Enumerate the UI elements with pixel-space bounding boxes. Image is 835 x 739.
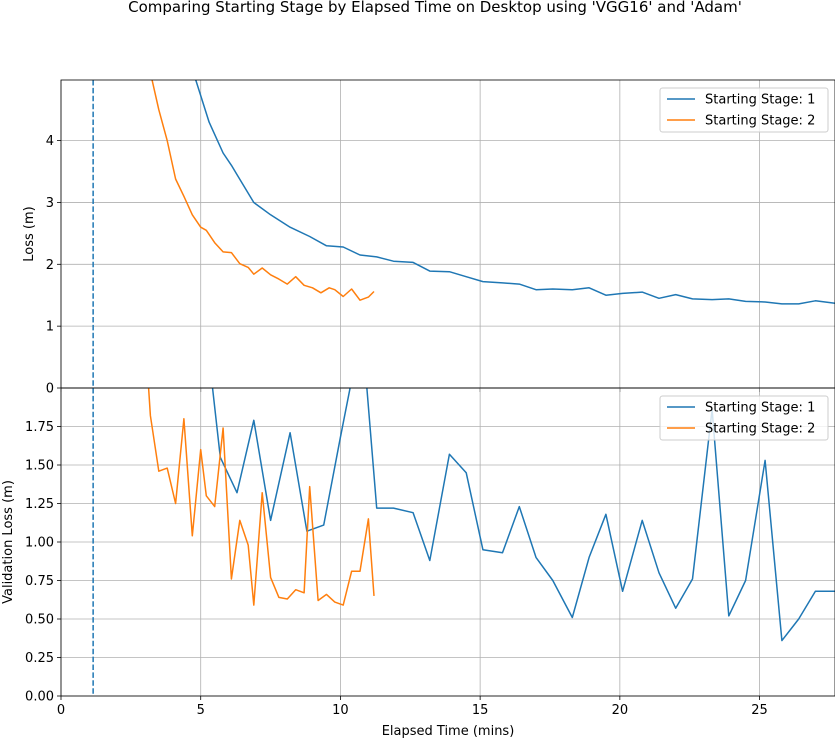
x-tick-label: 25 <box>751 703 768 718</box>
x-tick-label: 20 <box>612 703 629 718</box>
y-tick-label: 1.25 <box>25 497 54 512</box>
x-tick-label: 15 <box>472 703 489 718</box>
y-tick-label: 4 <box>46 134 54 149</box>
y-tick-label: 0 <box>46 382 54 397</box>
chart-title: Comparing Starting Stage by Elapsed Time… <box>128 0 742 16</box>
y-tick-label: 1 <box>46 320 54 335</box>
y-tick-label: 3 <box>46 196 54 211</box>
y-tick-label: 0.50 <box>25 613 54 628</box>
y-tick-label: 0.25 <box>25 651 54 666</box>
legend-frame <box>659 395 829 441</box>
y-tick-label: 0.75 <box>25 574 54 589</box>
legend: Starting Stage: 1 Starting Stage: 2 <box>659 87 829 133</box>
legend-frame <box>659 87 829 133</box>
series-line-stage-2 <box>151 80 375 301</box>
series-line-stage-1 <box>194 80 835 305</box>
y-tick-label: 1.00 <box>25 536 54 551</box>
x-tick-label: 0 <box>57 703 65 718</box>
y-tick-label: 1.75 <box>25 420 54 435</box>
x-axis-label: Elapsed Time (mins) <box>382 724 515 739</box>
y-tick-label: 1.50 <box>25 459 54 474</box>
series-line-stage-1 <box>211 388 835 642</box>
legend-label: Starting Stage: 1 <box>705 93 815 108</box>
legend: Starting Stage: 1 Starting Stage: 2 <box>659 395 829 441</box>
y-axis-label: Validation Loss (m) <box>1 480 16 604</box>
x-tick-label: 5 <box>197 703 205 718</box>
validation-loss-panel: 0.00 0.25 0.50 0.75 1.00 1.25 1.50 1.75 0 5 10 15 20… <box>1 387 835 739</box>
y-tick-label: 0.00 <box>25 690 54 705</box>
legend-label: Starting Stage: 1 <box>705 401 815 416</box>
series-line-stage-2 <box>147 388 375 606</box>
x-tick-label: 10 <box>332 703 349 718</box>
axes-frame <box>60 387 835 697</box>
y-tick-label: 2 <box>46 258 54 273</box>
legend-label: Starting Stage: 2 <box>705 114 815 129</box>
legend-label: Starting Stage: 2 <box>705 422 815 437</box>
y-axis-label: Loss (m) <box>22 206 37 261</box>
